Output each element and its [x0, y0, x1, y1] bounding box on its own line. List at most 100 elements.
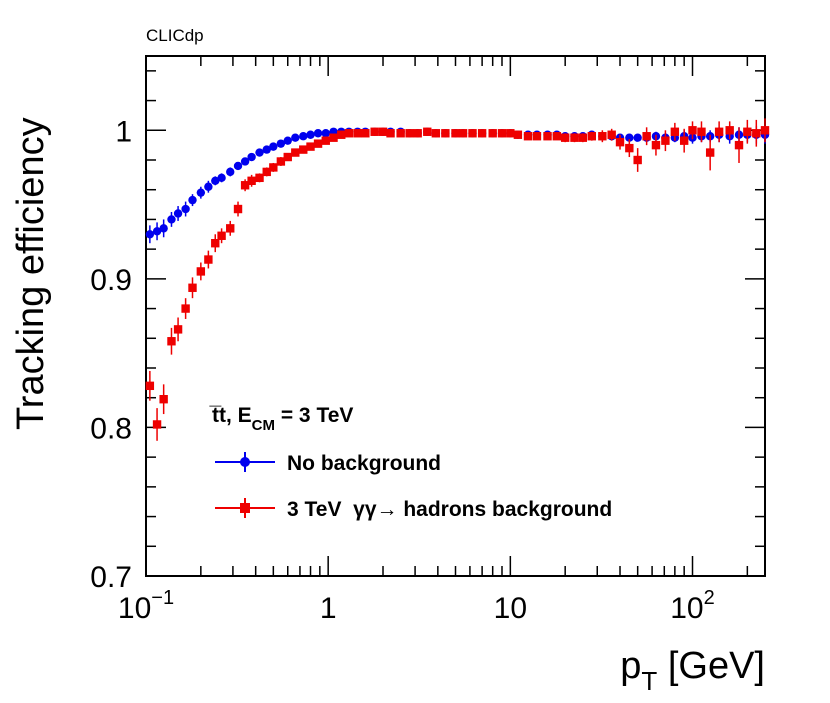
legend-label-gamma-gamma-background: 3 TeV γγ→ hadrons background [287, 498, 612, 521]
data-point [159, 395, 168, 404]
data-point [181, 204, 190, 214]
data-point [506, 129, 515, 138]
series-no-background [145, 125, 770, 244]
data-point [262, 145, 271, 154]
data-point [226, 224, 235, 233]
data-point [211, 176, 220, 185]
data-point [688, 126, 697, 135]
data-point [413, 129, 422, 138]
data-point [173, 209, 183, 218]
y-tick-label: 1 [115, 115, 132, 148]
data-point [560, 133, 570, 142]
data-point [405, 129, 414, 138]
x-tick-label-exponent: −1 [151, 587, 174, 609]
data-point [633, 155, 642, 165]
data-point [291, 148, 300, 157]
data-point [188, 283, 197, 292]
data-point [477, 129, 487, 138]
data-point [173, 325, 183, 334]
legend-marker-gamma-gamma-background [240, 503, 250, 513]
data-point [181, 304, 190, 313]
x-tick-label-exponent: 2 [704, 587, 715, 609]
data-point [321, 136, 330, 145]
data-point [497, 129, 507, 138]
data-point [159, 224, 168, 233]
data-series [145, 118, 770, 441]
data-point [441, 129, 450, 138]
data-point [734, 140, 744, 150]
data-point [337, 130, 346, 139]
data-point [283, 152, 292, 162]
data-point [743, 127, 752, 136]
data-point [760, 126, 770, 135]
data-point [714, 127, 724, 136]
data-point [513, 130, 523, 139]
data-point [196, 267, 206, 276]
x-tick-label: 102 [670, 587, 715, 625]
x-tick-label-base: 10 [670, 592, 703, 625]
data-point [661, 136, 670, 145]
data-point [240, 181, 250, 190]
data-point [269, 163, 278, 172]
data-point [233, 204, 243, 214]
data-point [217, 231, 226, 240]
data-point [188, 195, 197, 205]
legend-entry-gamma-gamma-background: 3 TeV γγ→ hadrons background [215, 498, 612, 521]
data-point [299, 132, 308, 141]
data-point [276, 139, 286, 148]
data-point [587, 132, 596, 141]
data-point [167, 337, 176, 346]
data-point [488, 129, 497, 138]
data-point [255, 148, 264, 157]
legend-entry-no-background: No background [215, 452, 441, 475]
data-point [607, 130, 616, 139]
data-point [247, 176, 256, 185]
data-point [532, 132, 542, 141]
x-tick-label-base: 10 [494, 592, 527, 625]
data-point [386, 129, 395, 138]
data-point [167, 215, 176, 224]
legend-title-rest: = 3 TeV [275, 404, 353, 427]
data-point [670, 127, 680, 136]
data-point [552, 132, 562, 141]
data-point [313, 129, 323, 138]
data-point [361, 129, 370, 138]
data-point [396, 129, 405, 138]
data-point [423, 127, 432, 136]
data-point [306, 130, 315, 139]
data-point [196, 188, 206, 197]
data-point [269, 142, 278, 151]
x-tick-label: 10 [494, 592, 527, 625]
legend-title: t̅t, ECM = 3 TeV [208, 404, 353, 434]
y-tick-label: 0.7 [90, 561, 132, 594]
data-point [651, 140, 661, 150]
data-point [204, 182, 213, 191]
data-point [283, 136, 292, 145]
axis-ticks [145, 56, 765, 577]
data-point [233, 161, 243, 171]
data-point [240, 157, 250, 166]
data-point [247, 152, 256, 162]
data-point [633, 133, 642, 142]
data-point [291, 133, 300, 142]
data-point [523, 132, 533, 141]
data-point [306, 142, 315, 151]
data-point [321, 129, 330, 138]
legend-title-main: t̅t, E [208, 404, 251, 427]
x-axis-label-base: p [620, 645, 641, 687]
x-tick-label-base: 10 [118, 592, 151, 625]
data-point [370, 127, 379, 136]
x-tick-label: 10−1 [118, 587, 174, 625]
data-point [217, 173, 226, 183]
legend-title-sub: CM [252, 417, 275, 434]
data-point [752, 129, 761, 138]
data-point [705, 148, 715, 157]
data-point [679, 136, 689, 145]
data-point [276, 157, 286, 166]
data-point [697, 127, 706, 136]
data-point [262, 167, 271, 177]
y-tick-label: 0.8 [90, 412, 132, 445]
y-tick-label: 0.9 [90, 264, 132, 297]
